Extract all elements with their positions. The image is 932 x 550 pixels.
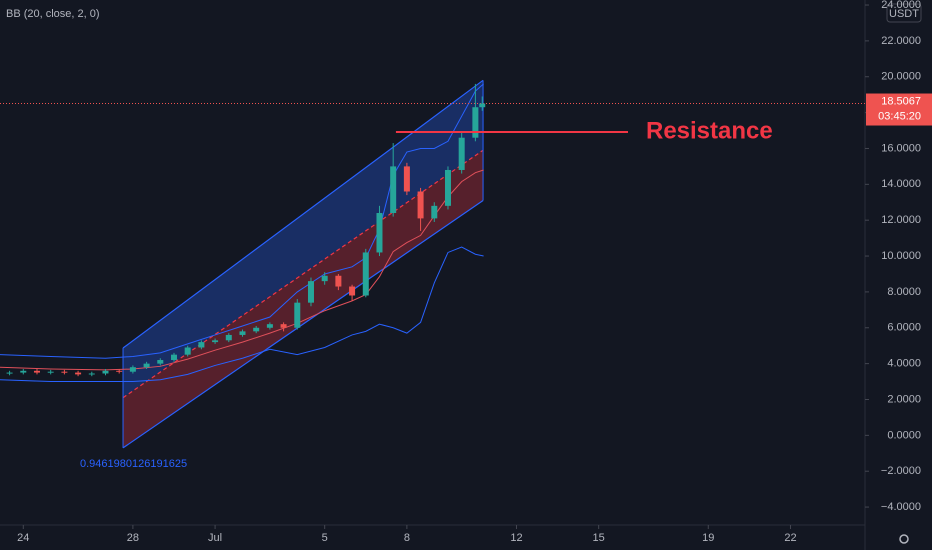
y-tick-label: 4.0000 <box>887 358 921 370</box>
candle-body <box>321 275 328 282</box>
candle-body <box>143 363 150 368</box>
candle-body <box>349 286 356 296</box>
channel-lower <box>122 199 484 449</box>
y-tick-label: 8.0000 <box>887 286 921 298</box>
x-tick-label: 12 <box>510 532 522 544</box>
candle-body <box>403 166 410 192</box>
candle-body <box>47 371 54 373</box>
y-tick-label: 24.0000 <box>881 0 921 11</box>
candle-body <box>479 103 486 108</box>
y-tick-label: 2.0000 <box>887 393 921 405</box>
candle-body <box>307 281 314 303</box>
x-tick-label: Jul <box>208 532 222 544</box>
resistance-label: Resistance <box>646 117 773 144</box>
candle-body <box>20 370 27 373</box>
indicator-title[interactable]: BB (20, close, 2, 0) <box>6 8 100 20</box>
countdown: 03:45:20 <box>878 110 921 122</box>
candle-body <box>61 371 68 373</box>
y-tick-label: 6.0000 <box>887 322 921 334</box>
y-tick-label: 10.0000 <box>881 250 921 262</box>
currency-badge[interactable] <box>886 3 922 23</box>
candle-body <box>102 370 109 374</box>
candle-body <box>294 302 301 328</box>
y-tick-label: 20.0000 <box>881 71 921 83</box>
x-tick-label: 8 <box>404 532 410 544</box>
x-tick-label: 15 <box>593 532 605 544</box>
candle-body <box>253 327 260 332</box>
x-tick-label: 28 <box>127 532 139 544</box>
candle-body <box>335 275 342 287</box>
price-tag-label: 18.5067 <box>881 95 921 107</box>
candle-body <box>6 372 13 374</box>
y-tick-label: −4.0000 <box>881 501 921 513</box>
candle-body <box>157 360 164 364</box>
y-tick-label: 12.0000 <box>881 214 921 226</box>
x-tick-label: 5 <box>322 532 328 544</box>
currency[interactable]: USDT <box>889 8 919 20</box>
gear[interactable] <box>899 534 909 544</box>
candle-body <box>198 342 205 348</box>
candle-body <box>458 137 465 170</box>
channel-label: 0.9461980126191625 <box>80 458 187 470</box>
band-line <box>0 246 484 383</box>
candle-body <box>33 370 40 373</box>
candle-body <box>266 324 273 328</box>
channel-lower-fill <box>123 150 484 448</box>
candle-body <box>116 370 123 372</box>
candle-body <box>280 324 287 328</box>
candle-body <box>239 331 246 335</box>
candle-body <box>88 373 95 375</box>
x-tick-label: 19 <box>702 532 714 544</box>
y-tick-label: −2.0000 <box>881 465 921 477</box>
candle-body <box>129 367 136 372</box>
y-tick-label: 16.0000 <box>881 142 921 154</box>
settings-icon[interactable] <box>899 534 909 544</box>
y-tick-label: 14.0000 <box>881 178 921 190</box>
price-tag <box>866 93 932 126</box>
candle-body <box>376 213 383 253</box>
y-tick-label: 0.0000 <box>887 429 921 441</box>
candle-body <box>390 166 397 214</box>
plot: 0.9461980126191625 Resistance <box>0 79 865 470</box>
x-tick-label: 22 <box>784 532 796 544</box>
candle-body <box>212 340 219 343</box>
candle-body <box>472 107 479 138</box>
band-line <box>0 83 484 359</box>
candle-body <box>225 334 232 341</box>
candle-body <box>417 191 424 219</box>
candle-body <box>362 252 369 296</box>
channel-upper <box>122 79 484 349</box>
candle-body <box>431 205 438 219</box>
x-tick-label: 24 <box>17 532 29 544</box>
candle-body <box>75 372 82 375</box>
candle-body <box>170 354 177 361</box>
y-tick-label: 22.0000 <box>881 35 921 47</box>
candle-body <box>444 169 451 206</box>
candle-body <box>184 347 191 355</box>
